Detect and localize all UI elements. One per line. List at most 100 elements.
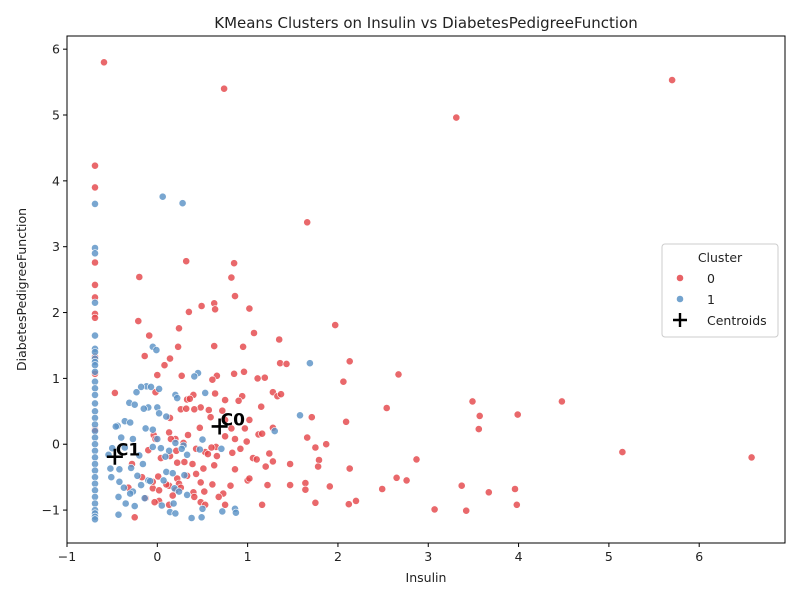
points-layer [91, 58, 756, 524]
data-point-cluster-0 [175, 324, 183, 333]
data-point-cluster-0 [286, 460, 294, 468]
data-point-cluster-1 [296, 411, 304, 420]
data-point-cluster-0 [214, 492, 223, 501]
data-point-cluster-1 [130, 400, 139, 409]
data-point-cluster-1 [197, 513, 206, 522]
data-point-cluster-1 [130, 502, 139, 510]
data-point-cluster-1 [155, 409, 163, 418]
data-point-cluster-0 [311, 443, 320, 452]
data-point-cluster-1 [140, 494, 149, 503]
data-point-cluster-0 [168, 491, 177, 500]
data-point-cluster-1 [91, 446, 99, 455]
data-point-cluster-1 [91, 399, 99, 408]
data-point-cluster-1 [126, 489, 135, 498]
data-point-cluster-1 [156, 444, 165, 453]
data-point-cluster-0 [207, 443, 216, 452]
chart-title: KMeans Clusters on Insulin vs DiabetesPe… [214, 14, 638, 32]
y-tick-label: 5 [52, 108, 60, 123]
data-point-cluster-1 [162, 467, 171, 476]
data-point-cluster-0 [231, 465, 239, 474]
data-point-cluster-1 [169, 499, 178, 508]
data-point-cluster-0 [211, 305, 219, 314]
data-point-cluster-0 [182, 257, 191, 266]
data-point-cluster-1 [91, 453, 99, 462]
data-point-cluster-0 [221, 500, 229, 509]
data-point-cluster-1 [183, 490, 191, 499]
data-point-cluster-0 [91, 313, 99, 322]
x-tick-label: 4 [515, 549, 523, 564]
data-point-cluster-0 [220, 84, 228, 93]
data-point-cluster-0 [91, 280, 99, 289]
data-point-cluster-0 [212, 452, 221, 460]
data-point-cluster-0 [250, 329, 258, 337]
data-point-cluster-0 [166, 354, 174, 363]
data-point-cluster-0 [221, 432, 229, 441]
data-point-cluster-1 [217, 444, 226, 453]
data-point-cluster-0 [185, 394, 194, 403]
data-point-cluster-1 [175, 487, 183, 496]
data-point-cluster-0 [245, 474, 254, 483]
data-point-cluster-0 [242, 437, 251, 446]
data-point-cluster-1 [107, 473, 116, 482]
data-point-cluster-1 [171, 509, 180, 518]
data-point-cluster-0 [218, 406, 227, 415]
data-point-cluster-1 [201, 388, 210, 397]
data-point-cluster-0 [160, 361, 169, 370]
data-point-cluster-0 [230, 259, 238, 268]
data-point-cluster-1 [141, 424, 150, 433]
data-point-cluster-1 [180, 471, 189, 480]
data-point-cluster-0 [303, 218, 312, 227]
data-point-cluster-0 [275, 335, 284, 344]
data-point-cluster-1 [152, 346, 161, 354]
data-point-cluster-1 [148, 442, 157, 451]
data-point-cluster-0 [412, 455, 421, 464]
legend-box [661, 243, 779, 338]
data-point-cluster-0 [91, 258, 99, 267]
data-point-cluster-0 [245, 415, 254, 424]
data-point-cluster-1 [173, 394, 182, 402]
data-point-cluster-0 [339, 377, 348, 386]
data-point-cluster-1 [177, 444, 186, 453]
data-point-cluster-0 [253, 374, 262, 383]
data-point-cluster-0 [100, 58, 108, 67]
x-tick-label: −1 [58, 549, 76, 564]
data-point-cluster-0 [227, 273, 236, 282]
data-point-cluster-1 [132, 388, 141, 397]
x-tick-label: 5 [605, 549, 613, 564]
data-point-cluster-0 [190, 492, 199, 501]
data-point-cluster-1 [91, 298, 99, 307]
data-point-cluster-0 [199, 464, 208, 473]
centroid-label: C0 [221, 410, 245, 430]
x-axis-label: Insulin [406, 570, 447, 585]
data-point-cluster-0 [180, 458, 189, 466]
data-point-cluster-1 [114, 510, 123, 519]
data-point-cluster-1 [114, 492, 123, 501]
data-point-cluster-0 [325, 482, 334, 491]
data-point-cluster-0 [314, 462, 322, 471]
data-point-cluster-0 [452, 113, 461, 122]
data-point-cluster-0 [303, 433, 312, 442]
data-point-cluster-1 [137, 382, 145, 391]
data-point-cluster-0 [258, 429, 266, 438]
data-point-cluster-1 [218, 507, 227, 516]
data-point-cluster-0 [276, 359, 284, 368]
centroid-marker [211, 418, 228, 435]
data-point-cluster-0 [130, 513, 139, 522]
data-point-cluster-0 [261, 462, 270, 471]
data-point-cluster-0 [345, 357, 354, 366]
x-tick-label: 0 [153, 549, 161, 564]
data-point-cluster-1 [91, 479, 99, 488]
data-point-cluster-0 [315, 456, 323, 464]
data-point-cluster-0 [210, 342, 219, 350]
data-point-cluster-0 [245, 304, 254, 313]
y-axis-ticks: −1 0 1 2 3 4 5 6 [42, 42, 67, 518]
x-tick-label: 6 [695, 549, 703, 564]
data-point-cluster-1 [155, 384, 163, 393]
data-point-cluster-0 [221, 415, 229, 424]
data-point-cluster-1 [195, 445, 204, 454]
data-point-cluster-0 [221, 396, 229, 404]
data-point-cluster-1 [139, 404, 148, 413]
data-point-cluster-0 [512, 500, 521, 509]
data-point-cluster-0 [236, 444, 245, 453]
